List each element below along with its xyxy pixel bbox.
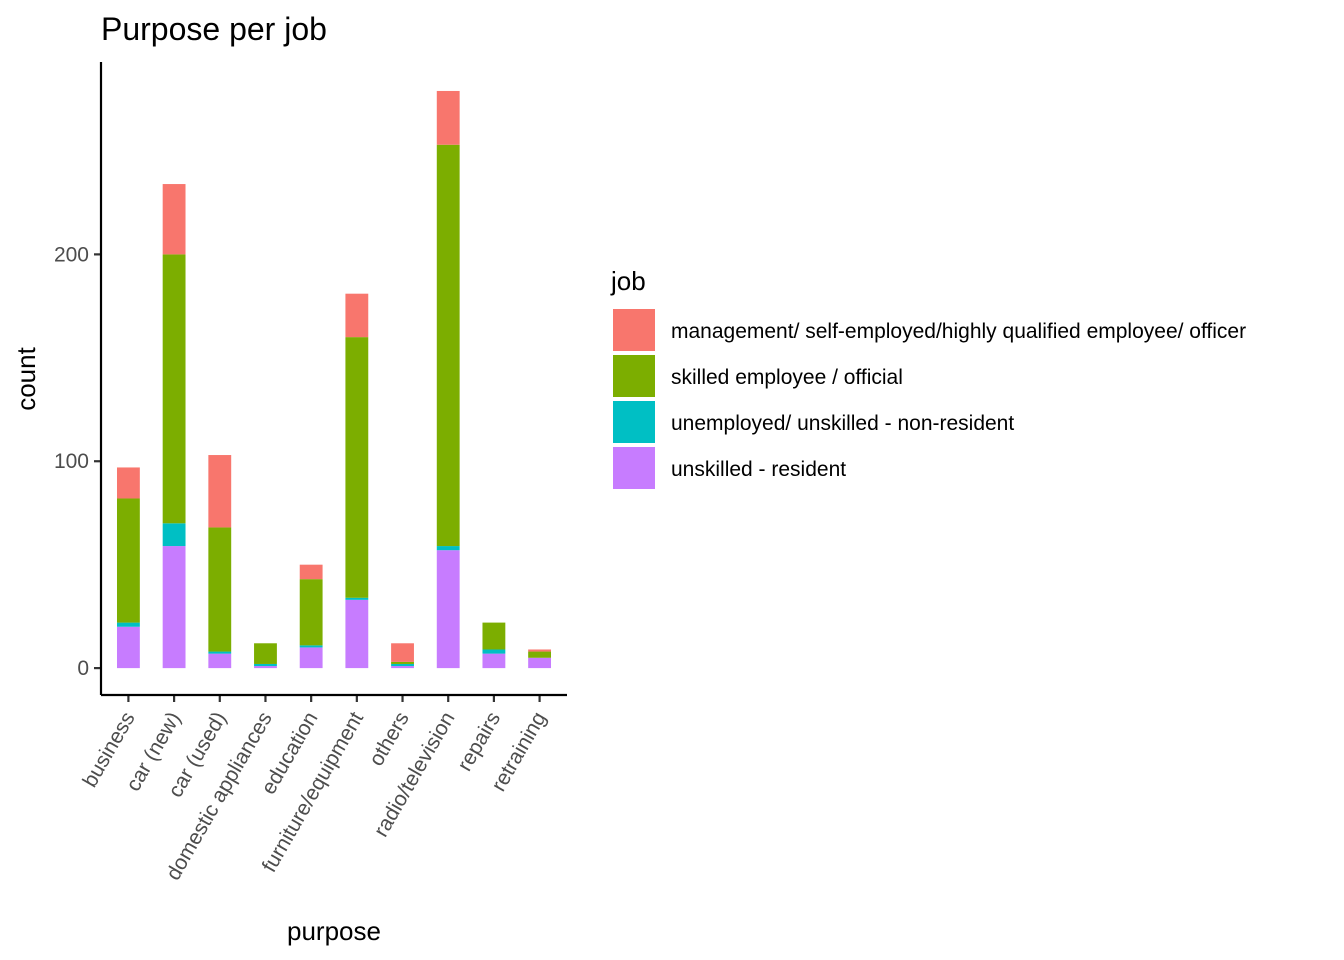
bar-car-new-series-2 [162,254,186,524]
bar-business-series-1 [116,622,140,627]
y-tick-label-0: 0 [77,657,89,680]
legend-label-unskilled-resident: unskilled - resident [671,458,846,481]
bar-business-series-3 [116,467,140,499]
bar-repairs-series-1 [482,649,506,654]
y-axis-title: count [11,346,41,410]
bar-car-used-series-3 [208,455,232,528]
bar-education-series-1 [299,645,323,648]
bar-education-series-0 [299,647,323,669]
bar-retraining-series-0 [528,657,552,669]
legend-swatch-unskilled-resident [613,447,655,489]
bar-furniture-equipment-series-0 [345,599,369,669]
bar-domestic-appliances-series-2 [254,643,277,664]
legend-swatch-management-self-employed-highly-qualified-employee-officer [613,309,655,351]
bar-radio-television-series-0 [436,550,460,669]
bar-domestic-appliances-series-0 [254,666,277,669]
bar-business-series-2 [116,498,140,623]
legend: job management/ self-employed/highly qua… [610,266,1246,489]
bar-car-new-series-3 [162,184,186,255]
bar-furniture-equipment-series-1 [345,597,369,600]
legend-title: job [610,266,646,296]
legend-label-management-self-employed-highly-qualified-employee-officer: management/ self-employed/highly qualifi… [671,320,1246,343]
bars-layer [116,90,552,669]
legend-label-unemployed-unskilled-non-resident: unemployed/ unskilled - non-resident [671,412,1014,435]
bar-furniture-equipment-series-3 [345,293,369,338]
bar-car-new-series-0 [162,546,186,669]
legend-items: management/ self-employed/highly qualifi… [613,309,1246,489]
bar-retraining-series-2 [528,651,552,658]
bar-others-series-0 [391,666,414,669]
y-tick-label-100: 100 [54,450,89,473]
chart-title: Purpose per job [101,11,327,47]
bar-others-series-3 [391,643,414,662]
bar-others-series-1 [391,663,414,667]
x-axis-title: purpose [287,916,381,946]
legend-swatch-unemployed-unskilled-non-resident [613,401,655,443]
bar-others-series-2 [391,661,414,664]
y-tick-label-200: 200 [54,243,89,266]
bar-car-used-series-0 [208,653,232,669]
legend-label-skilled-employee-official: skilled employee / official [671,366,903,389]
bar-car-used-series-1 [208,651,232,654]
bar-retraining-series-3 [528,649,552,652]
bar-repairs-series-0 [482,653,506,669]
bar-repairs-series-2 [482,622,506,650]
bar-radio-television-series-3 [436,90,460,145]
bar-domestic-appliances-series-1 [254,663,277,667]
x-tick-label-others: others [365,708,414,770]
bar-car-used-series-2 [208,527,232,652]
bar-radio-television-series-1 [436,546,460,551]
legend-swatch-skilled-employee-official [613,355,655,397]
bar-car-new-series-1 [162,523,186,547]
bar-furniture-equipment-series-2 [345,337,369,598]
bar-education-series-2 [299,579,323,646]
y-axis-ticks: 0 100 200 [54,243,101,680]
bar-education-series-3 [299,564,323,580]
bar-business-series-0 [116,626,140,669]
bar-radio-television-series-2 [436,144,460,547]
